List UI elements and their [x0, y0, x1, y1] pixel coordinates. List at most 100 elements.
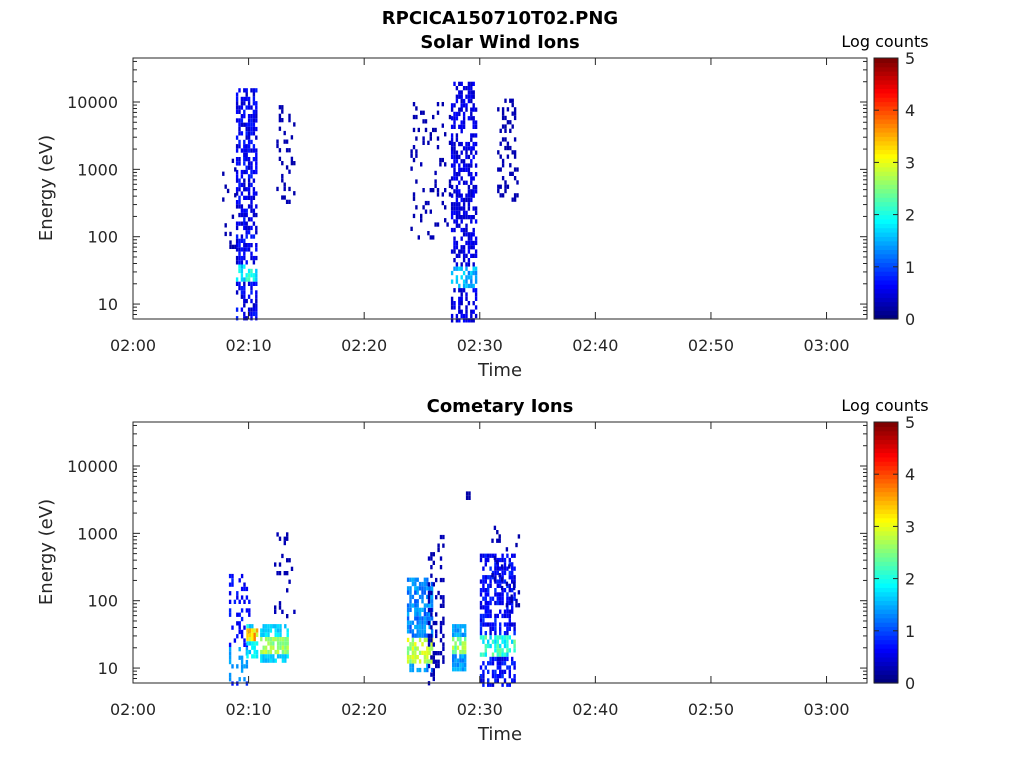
- colorbar-segment: [874, 158, 898, 163]
- heatmap-cell: [235, 109, 239, 114]
- heatmap-cell: [513, 115, 517, 121]
- heatmap-cell: [459, 649, 462, 655]
- heatmap-cell: [236, 591, 239, 596]
- heatmap-cell: [248, 628, 252, 633]
- heatmap-cell: [458, 202, 461, 207]
- heatmap-cell: [260, 649, 263, 655]
- heatmap-cell: [281, 105, 284, 110]
- colorbar-segment: [874, 443, 898, 449]
- heatmap-cell: [487, 678, 490, 683]
- colorbar-segment: [874, 565, 898, 571]
- colorbar-segment: [874, 509, 898, 514]
- heatmap-cell: [470, 90, 473, 95]
- heatmap-cell: [284, 654, 287, 659]
- heatmap-cell: [467, 318, 471, 323]
- heatmap-cell: [236, 634, 239, 639]
- heatmap-cell: [467, 167, 471, 172]
- heatmap-cell: [501, 158, 505, 164]
- heatmap-cell: [228, 677, 232, 682]
- heatmap-cell: [276, 641, 280, 646]
- heatmap-cell: [423, 581, 427, 587]
- heatmap-cell: [429, 188, 432, 193]
- heatmap-cell: [436, 145, 440, 150]
- colorbar-segment: [874, 513, 898, 519]
- heatmap-cell: [281, 553, 284, 559]
- heatmap-cell: [464, 658, 467, 663]
- heatmap-cell: [482, 618, 485, 623]
- heatmap-cell: [276, 139, 279, 144]
- colorbar-segment: [874, 75, 898, 81]
- heatmap-cell: [452, 649, 455, 655]
- heatmap-cell: [409, 655, 412, 660]
- heatmap-cell: [458, 318, 461, 323]
- heatmap-cell: [465, 275, 468, 280]
- heatmap-cell: [255, 654, 259, 659]
- heatmap-cell: [489, 579, 492, 584]
- heatmap-cell: [496, 583, 499, 588]
- heatmap-cell: [428, 616, 431, 621]
- heatmap-cell: [506, 656, 509, 662]
- heatmap-cell: [269, 637, 273, 642]
- heatmap-cell: [513, 193, 517, 198]
- heatmap-cell: [414, 599, 417, 604]
- heatmap-cell: [240, 182, 244, 188]
- heatmap-cell: [250, 131, 253, 136]
- heatmap-cell: [238, 260, 241, 265]
- heatmap-cell: [504, 98, 507, 103]
- heatmap-cell: [418, 624, 422, 630]
- heatmap-cell: [453, 305, 456, 310]
- heatmap-cell: [501, 661, 504, 666]
- heatmap-cell: [248, 624, 252, 629]
- heatmap-cell: [238, 88, 241, 93]
- heatmap-cell: [508, 596, 511, 601]
- colorbar-segment: [874, 609, 898, 614]
- heatmap-cell: [470, 193, 473, 198]
- heatmap-cell: [462, 288, 466, 293]
- heatmap-cell: [238, 286, 241, 291]
- heatmap-cell: [455, 262, 459, 267]
- heatmap-cell: [450, 107, 454, 112]
- heatmap-cell: [450, 176, 454, 181]
- heatmap-cell: [411, 646, 415, 651]
- heatmap-cell: [465, 253, 468, 258]
- heatmap-cell: [411, 663, 415, 668]
- heatmap-cell: [494, 643, 497, 649]
- heatmap-cell: [455, 98, 459, 104]
- heatmap-cell: [251, 628, 254, 633]
- heatmap-cell: [470, 283, 473, 289]
- heatmap-cell: [499, 631, 502, 636]
- heatmap-cell: [279, 645, 282, 650]
- heatmap-cell: [458, 301, 461, 306]
- heatmap-cell: [423, 590, 427, 595]
- heatmap-cell: [247, 135, 251, 140]
- heatmap-cell: [506, 184, 510, 189]
- heatmap-cell: [430, 556, 433, 561]
- solar-wind-ylabel: Energy (eV): [36, 135, 57, 241]
- heatmap-cell: [416, 624, 419, 630]
- heatmap-cell: [250, 105, 253, 110]
- heatmap-cell: [456, 628, 460, 633]
- heatmap-cell: [462, 86, 466, 91]
- heatmap-cell: [240, 595, 244, 600]
- heatmap-cell: [243, 290, 246, 295]
- heatmap-cell: [499, 622, 502, 627]
- heatmap-cell: [243, 286, 246, 291]
- heatmap-cell: [501, 176, 505, 181]
- heatmap-cell: [247, 191, 251, 196]
- heatmap-cell: [493, 555, 497, 561]
- colorbar-segment: [874, 504, 898, 510]
- heatmap-cell: [238, 182, 241, 188]
- heatmap-cell: [253, 641, 256, 646]
- heatmap-cell: [474, 313, 478, 319]
- heatmap-cell: [406, 590, 410, 595]
- heatmap-cell: [437, 659, 440, 664]
- heatmap-cell: [428, 603, 431, 608]
- heatmap-cell: [432, 659, 435, 664]
- heatmap-cell: [474, 107, 478, 112]
- solar-wind-heatmap: [222, 81, 519, 323]
- heatmap-cell: [278, 148, 282, 153]
- heatmap-cell: [442, 577, 445, 583]
- heatmap-cell: [281, 609, 284, 614]
- heatmap-cell: [235, 243, 239, 248]
